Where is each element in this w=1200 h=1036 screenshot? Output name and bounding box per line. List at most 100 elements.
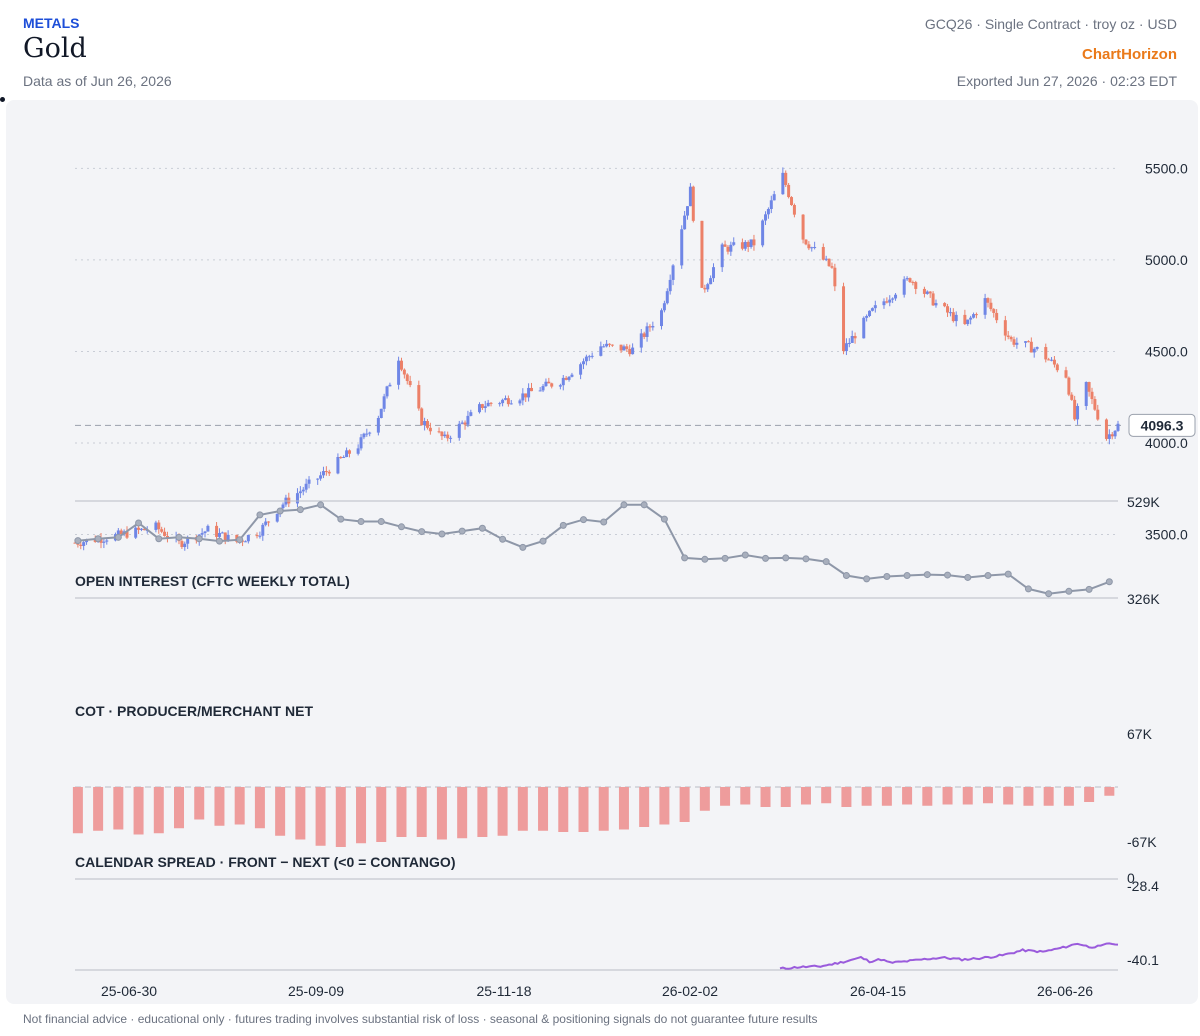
- cot-bar: [861, 787, 872, 806]
- cot-tick-label: 67K: [1127, 726, 1153, 742]
- candle-body: [1084, 382, 1088, 406]
- oi-point: [559, 521, 567, 529]
- spread-tick-label: 0: [1127, 870, 1135, 886]
- candle-body: [527, 387, 531, 398]
- candle-body: [974, 314, 978, 316]
- candle-body: [842, 286, 846, 352]
- candle-body: [388, 384, 392, 387]
- candle-body: [125, 531, 129, 538]
- candle-body: [619, 344, 623, 351]
- candle-body: [489, 402, 493, 404]
- oi-point: [1045, 590, 1053, 598]
- candle-body: [365, 433, 369, 435]
- oi-point: [135, 519, 143, 527]
- candle-body: [847, 342, 851, 344]
- price-tick-label: 3500.0: [1145, 526, 1188, 542]
- candle-body: [885, 301, 889, 303]
- candle-body: [925, 291, 929, 294]
- candle-body: [922, 288, 926, 294]
- cot-bar: [1104, 787, 1115, 796]
- candle-body: [139, 528, 143, 530]
- candle-body: [660, 310, 664, 327]
- oi-point: [155, 535, 163, 543]
- candle-body: [550, 383, 554, 387]
- candle-body: [154, 522, 158, 530]
- oi-point: [317, 501, 325, 509]
- candle-body: [544, 381, 548, 387]
- candle-body: [261, 524, 265, 536]
- candle-body: [807, 244, 811, 249]
- oi-point: [984, 572, 992, 580]
- candle-body: [850, 336, 854, 343]
- cot-bar: [416, 787, 427, 837]
- oi-point: [863, 575, 871, 583]
- cot-bar: [497, 787, 508, 836]
- candle-body: [1026, 341, 1030, 343]
- export-timestamp: Exported Jun 27, 2026 · 02:23 EDT: [956, 73, 1177, 89]
- candle-body: [180, 541, 184, 548]
- candle-body: [483, 406, 487, 409]
- cot-bar: [436, 787, 447, 840]
- candle-body: [558, 385, 562, 387]
- candle-body: [255, 535, 259, 537]
- cot-bar: [982, 787, 993, 804]
- x-tick-label: 26-02-02: [662, 983, 718, 999]
- last-price-badge: [1128, 413, 1196, 437]
- candle-body: [954, 314, 958, 322]
- cot-bar: [679, 787, 690, 822]
- cot-tick-label: -67K: [1127, 834, 1157, 850]
- oi-point: [438, 530, 446, 538]
- oi-point: [1024, 585, 1032, 593]
- candle-body: [1064, 370, 1068, 378]
- oi-point: [337, 515, 345, 523]
- candle-body: [905, 278, 909, 280]
- cot-bar: [315, 787, 326, 846]
- candle-body: [966, 319, 970, 325]
- candle-body: [1052, 359, 1056, 365]
- cot-bar: [962, 787, 973, 805]
- oi-series-line: [77, 503, 1110, 595]
- cot-bar: [356, 787, 367, 844]
- candle-body: [420, 408, 424, 426]
- candle-body: [437, 431, 441, 433]
- spread-tick-label: -28.4: [1127, 878, 1159, 894]
- candle-body: [405, 374, 409, 382]
- candle-body: [749, 239, 753, 247]
- candle-body: [830, 266, 834, 268]
- candle-body: [769, 200, 773, 209]
- candle-body: [1107, 434, 1111, 439]
- candle-body: [275, 513, 279, 522]
- candle-body: [446, 434, 450, 439]
- candle-body: [587, 356, 591, 358]
- oi-point: [1085, 585, 1093, 593]
- oi-point: [276, 507, 284, 515]
- oi-point: [1105, 578, 1113, 586]
- candle-body: [1096, 409, 1100, 420]
- candle-body: [385, 386, 389, 397]
- candle-body: [1076, 405, 1080, 420]
- candle-body: [986, 298, 990, 303]
- candle-body: [662, 303, 666, 311]
- candle-body: [547, 381, 551, 384]
- candle-body: [73, 542, 77, 544]
- candle-body: [524, 393, 528, 398]
- candle-body: [642, 333, 646, 337]
- candle-body: [1073, 399, 1077, 420]
- candle-body: [342, 457, 346, 459]
- candle-body: [466, 415, 470, 425]
- cot-bar: [780, 787, 791, 807]
- cot-bar: [922, 787, 933, 806]
- oi-point: [1004, 570, 1012, 578]
- candle-body: [792, 205, 796, 215]
- candle-body: [772, 194, 776, 201]
- candle-body: [908, 278, 912, 283]
- cot-bar: [1023, 787, 1034, 806]
- oi-point: [600, 518, 608, 526]
- candle-body: [561, 377, 565, 386]
- candle-body: [928, 291, 932, 294]
- oi-tick-label: 529K: [1127, 494, 1160, 510]
- candle-body: [567, 376, 571, 380]
- cot-title: COT · PRODUCER/MERCHANT NET: [75, 703, 313, 719]
- data-as-of: Data as of Jun 26, 2026: [23, 73, 172, 89]
- cot-bar: [517, 787, 528, 831]
